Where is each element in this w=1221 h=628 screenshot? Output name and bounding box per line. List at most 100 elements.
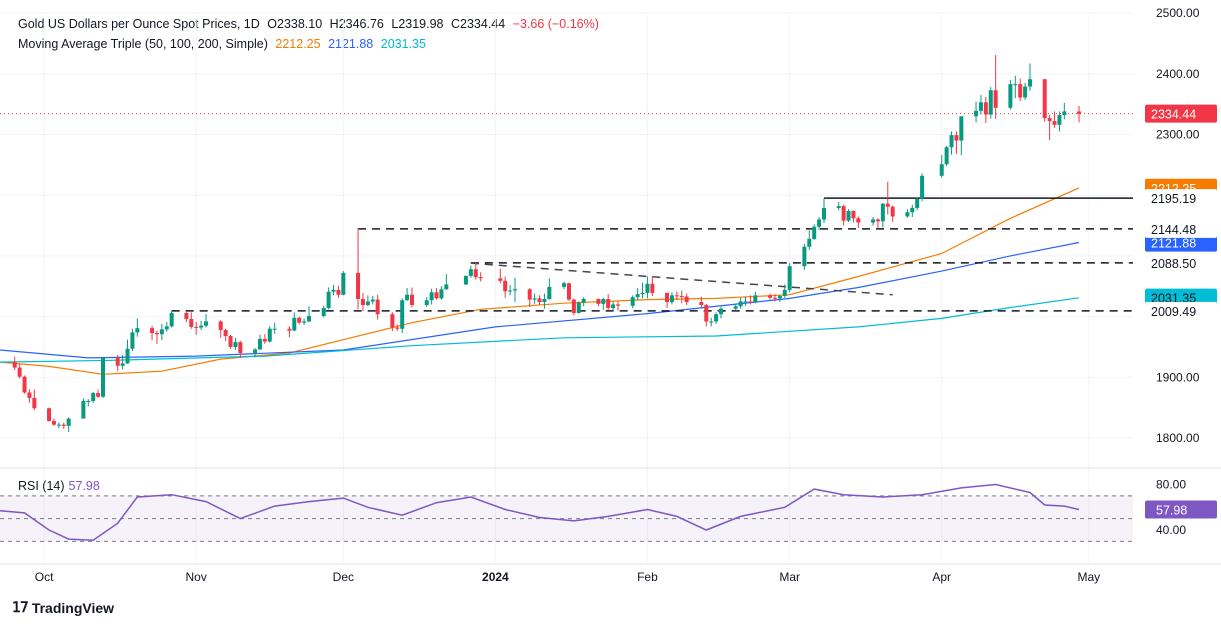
candle[interactable] xyxy=(1013,75,1018,99)
candle[interactable] xyxy=(596,298,601,307)
candle[interactable] xyxy=(777,294,782,303)
candle[interactable] xyxy=(468,265,473,278)
candle[interactable] xyxy=(890,205,895,222)
candle[interactable] xyxy=(375,294,380,320)
candle[interactable] xyxy=(115,354,120,372)
candle[interactable] xyxy=(513,277,517,303)
candle[interactable] xyxy=(768,293,773,300)
level-tag-2144.48[interactable]: 2144.48 xyxy=(1145,219,1217,238)
level-tag-2195.19[interactable]: 2195.19 xyxy=(1145,189,1217,208)
candle[interactable] xyxy=(640,282,645,299)
candle[interactable] xyxy=(51,418,56,426)
candle[interactable] xyxy=(905,209,910,218)
candle[interactable] xyxy=(601,297,606,310)
candle[interactable] xyxy=(439,286,444,300)
candle[interactable] xyxy=(1042,78,1047,122)
candle[interactable] xyxy=(1028,63,1032,91)
candle[interactable] xyxy=(532,293,537,304)
candle[interactable] xyxy=(154,330,159,344)
candle[interactable] xyxy=(993,54,998,119)
candle[interactable] xyxy=(841,204,846,226)
candle[interactable] xyxy=(169,311,174,328)
candle[interactable] xyxy=(606,294,611,310)
candle[interactable] xyxy=(939,155,944,178)
candle[interactable] xyxy=(189,312,194,329)
candle[interactable] xyxy=(875,218,880,228)
candle[interactable] xyxy=(292,312,297,332)
candle[interactable] xyxy=(1077,105,1082,123)
last-price-tag[interactable]: 2334.44 xyxy=(1145,104,1217,123)
candle[interactable] xyxy=(321,305,326,318)
candle[interactable] xyxy=(120,354,125,370)
candle[interactable] xyxy=(22,375,27,394)
candle[interactable] xyxy=(17,363,22,379)
candle[interactable] xyxy=(1062,102,1067,120)
candle[interactable] xyxy=(434,288,439,300)
candle[interactable] xyxy=(218,320,223,338)
candle[interactable] xyxy=(86,399,91,407)
candle[interactable] xyxy=(27,389,32,403)
candle[interactable] xyxy=(223,328,228,341)
candle[interactable] xyxy=(733,303,738,311)
rsi-title[interactable]: RSI (14) xyxy=(18,479,65,493)
candle[interactable] xyxy=(395,324,400,332)
candle[interactable] xyxy=(199,320,204,330)
candle[interactable] xyxy=(949,131,954,155)
candle[interactable] xyxy=(910,204,915,218)
price-axis[interactable]: 2500.00 2400.00 2300.00 1900.00 1800.00 xyxy=(1156,6,1200,445)
candle[interactable] xyxy=(390,312,395,332)
ma100-tag[interactable]: 2121.88 xyxy=(1145,233,1217,252)
candle[interactable] xyxy=(669,292,674,305)
candle[interactable] xyxy=(360,292,365,312)
candle[interactable] xyxy=(547,278,552,300)
candle[interactable] xyxy=(331,285,336,296)
candle[interactable] xyxy=(287,326,292,338)
candle[interactable] xyxy=(738,297,743,309)
candle[interactable] xyxy=(871,217,876,226)
level-tag-2088.50[interactable]: 2088.50 xyxy=(1145,253,1217,272)
candle[interactable] xyxy=(635,288,640,301)
candle[interactable] xyxy=(96,389,101,398)
candle[interactable] xyxy=(807,230,812,250)
candle[interactable] xyxy=(719,306,723,319)
candle[interactable] xyxy=(714,312,719,324)
candle[interactable] xyxy=(125,339,130,364)
candle[interactable] xyxy=(262,334,267,344)
candle[interactable] xyxy=(527,288,532,307)
candle[interactable] xyxy=(576,301,581,314)
candle[interactable] xyxy=(233,337,238,350)
candle[interactable] xyxy=(473,262,478,280)
candle[interactable] xyxy=(91,391,96,403)
candle[interactable] xyxy=(498,268,503,284)
descending-trendline[interactable] xyxy=(470,262,893,296)
candle[interactable] xyxy=(537,295,542,306)
candle[interactable] xyxy=(302,318,307,326)
candle[interactable] xyxy=(684,293,689,306)
candle[interactable] xyxy=(611,301,616,311)
candle[interactable] xyxy=(836,201,841,211)
candle[interactable] xyxy=(856,216,861,228)
candle[interactable] xyxy=(782,284,787,298)
symbol-title[interactable]: Gold US Dollars per Ounce Spot Prices, 1… xyxy=(18,17,260,31)
candle[interactable] xyxy=(581,297,586,307)
tradingview-logo[interactable]: 𝟣𝟩 TradingView xyxy=(12,600,114,616)
candle[interactable] xyxy=(61,422,66,429)
candle[interactable] xyxy=(267,326,272,343)
candle[interactable] xyxy=(616,301,620,311)
candle[interactable] xyxy=(1018,78,1023,102)
candle[interactable] xyxy=(817,217,822,230)
candle[interactable] xyxy=(1047,115,1052,140)
candle[interactable] xyxy=(753,291,758,304)
candle[interactable] xyxy=(920,173,925,202)
candle[interactable] xyxy=(253,348,258,358)
candle[interactable] xyxy=(562,281,567,290)
candle[interactable] xyxy=(954,131,959,154)
candle[interactable] xyxy=(130,328,135,352)
candle[interactable] xyxy=(503,276,508,298)
candle[interactable] xyxy=(851,210,856,223)
candle[interactable] xyxy=(184,311,189,323)
candle[interactable] xyxy=(802,243,807,270)
candle[interactable] xyxy=(665,292,670,309)
candle[interactable] xyxy=(150,325,155,341)
